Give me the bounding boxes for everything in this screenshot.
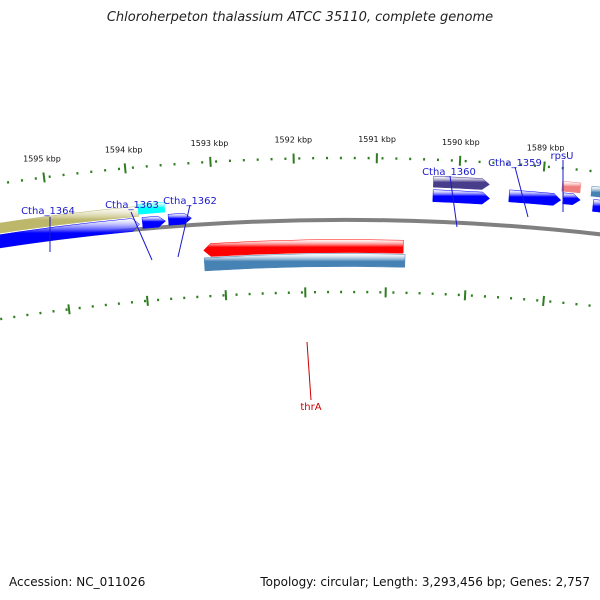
major-tick-inner xyxy=(145,295,149,306)
major-tick xyxy=(123,163,127,174)
gene-feature-11 xyxy=(592,199,600,213)
leader-line xyxy=(514,166,529,218)
gene-feature-0 xyxy=(0,206,140,234)
tick-label: 1595 kbp xyxy=(23,155,61,164)
leader-line xyxy=(130,211,153,261)
leader-line xyxy=(306,341,312,401)
genome-summary: Topology: circularLength: 3,293,456 bpGe… xyxy=(260,575,590,589)
gene-label: rpsU xyxy=(551,151,574,162)
gene-feature-9 xyxy=(562,192,581,206)
gene-label: Ctha_1360 xyxy=(422,167,476,178)
genes-label: Genes: 2,757 xyxy=(502,575,590,589)
tick-label: 1594 kbp xyxy=(105,145,143,154)
gene-feature-12 xyxy=(203,239,404,257)
gene-label: Ctha_1362 xyxy=(163,196,217,207)
gene-feature-7 xyxy=(508,189,562,206)
gene-feature-6 xyxy=(432,189,491,205)
major-tick xyxy=(42,172,46,183)
gene-label: Ctha_1363 xyxy=(105,200,159,211)
major-tick-inner xyxy=(542,295,545,307)
tick-label: 1592 kbp xyxy=(274,136,312,145)
gene-feature-13 xyxy=(203,253,406,272)
tick-label: 1591 kbp xyxy=(358,135,396,144)
gene-label: Ctha_1364 xyxy=(21,206,75,217)
length-label: Length: 3,293,456 bp xyxy=(365,575,502,589)
tick-label: 1589 kbp xyxy=(527,144,565,153)
tick-label: 1593 kbp xyxy=(191,139,229,148)
map-title: Chloroherpeton thalassium ATCC 35110, co… xyxy=(106,10,494,25)
major-tick xyxy=(542,161,546,172)
major-tick-inner xyxy=(463,290,467,301)
leader-line xyxy=(449,175,458,228)
major-tick xyxy=(209,156,212,167)
gene-label: thrA xyxy=(300,402,321,413)
topology-label: Topology: circular xyxy=(260,575,365,589)
gene-feature-1 xyxy=(0,218,140,249)
gene-feature-8 xyxy=(561,180,582,194)
gene-label: Ctha_1359 xyxy=(488,158,542,169)
accession-label: Accession: NC_011026 xyxy=(9,575,146,589)
tick-label: 1590 kbp xyxy=(442,138,480,147)
gene-feature-10 xyxy=(590,185,600,198)
leader-line xyxy=(177,204,191,258)
major-tick-inner xyxy=(67,304,71,315)
major-tick-inner xyxy=(224,290,228,301)
gene-feature-2 xyxy=(137,201,166,215)
gene-feature-3 xyxy=(141,215,166,229)
gene-feature-5 xyxy=(433,175,490,190)
